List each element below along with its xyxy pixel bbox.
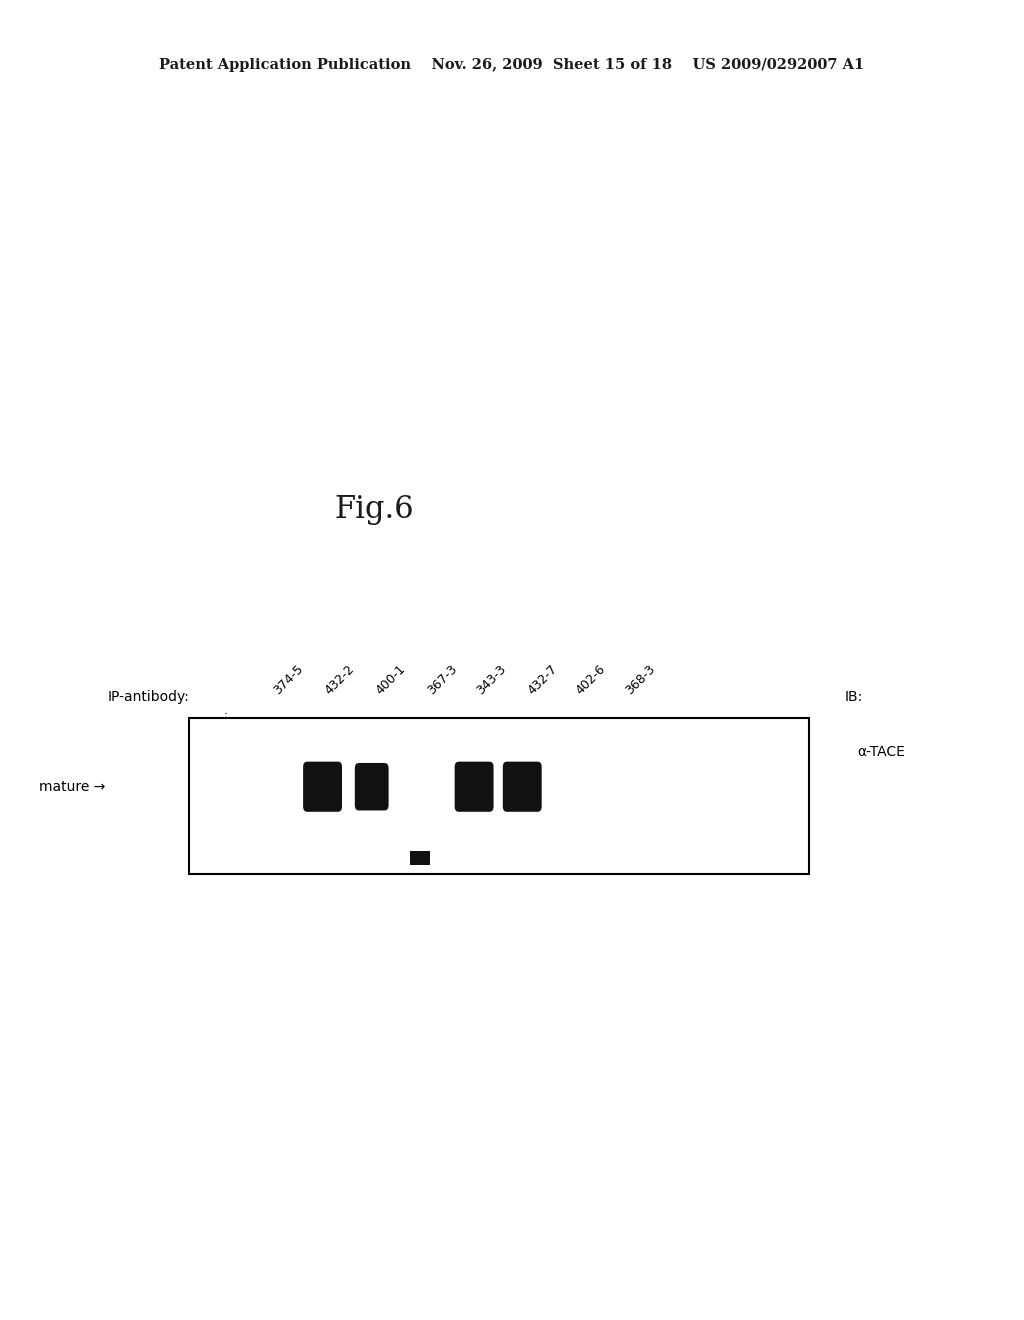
Text: IB:: IB: bbox=[845, 690, 863, 704]
FancyBboxPatch shape bbox=[303, 762, 342, 812]
Text: 402-6: 402-6 bbox=[573, 663, 608, 697]
Text: IP-antibody:: IP-antibody: bbox=[108, 690, 189, 704]
Bar bbox=[410, 851, 430, 865]
Text: 368-3: 368-3 bbox=[623, 663, 657, 697]
FancyBboxPatch shape bbox=[503, 762, 542, 812]
Text: Patent Application Publication    Nov. 26, 2009  Sheet 15 of 18    US 2009/02920: Patent Application Publication Nov. 26, … bbox=[160, 58, 864, 71]
Text: Fig.6: Fig.6 bbox=[334, 494, 414, 525]
Text: 432-7: 432-7 bbox=[525, 663, 560, 697]
Text: 367-3: 367-3 bbox=[425, 663, 460, 697]
FancyBboxPatch shape bbox=[455, 762, 494, 812]
Text: .: . bbox=[223, 704, 227, 717]
Text: 343-3: 343-3 bbox=[474, 663, 509, 697]
Text: 400-1: 400-1 bbox=[374, 663, 409, 697]
FancyBboxPatch shape bbox=[354, 763, 388, 810]
Text: mature →: mature → bbox=[39, 780, 105, 793]
Text: 432-2: 432-2 bbox=[323, 663, 357, 697]
Bar bbox=[189, 718, 809, 874]
Text: 374-5: 374-5 bbox=[271, 663, 306, 697]
Text: α-TACE: α-TACE bbox=[857, 746, 905, 759]
